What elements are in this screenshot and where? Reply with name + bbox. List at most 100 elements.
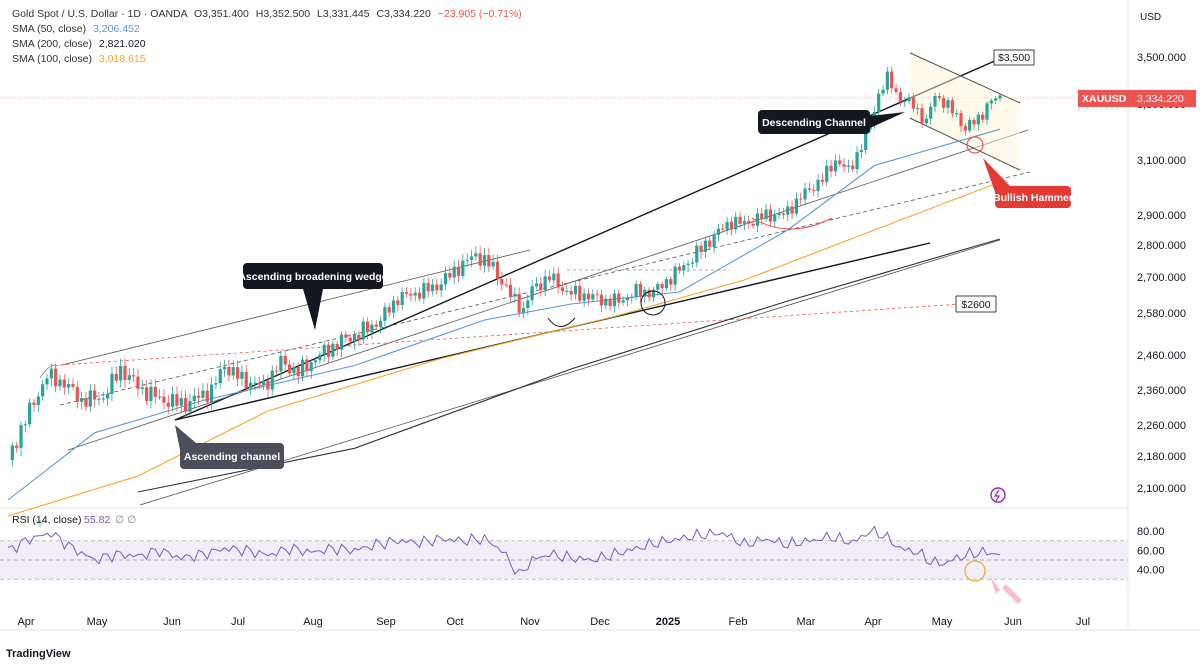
ascending-channel-callout-text: Ascending channel [184, 451, 280, 463]
candle-body [283, 355, 287, 365]
candle-body [976, 114, 980, 125]
candle-body [968, 119, 972, 131]
candle-body [604, 298, 608, 306]
candle-body [881, 89, 885, 94]
candle-body [812, 189, 816, 192]
sma100-value: 3,018.615 [98, 53, 146, 65]
candle-body [777, 213, 781, 216]
candle-body [721, 228, 725, 230]
candle-body [725, 221, 729, 230]
candle-body [205, 390, 209, 403]
broadening-wedge-callout-pointer [303, 289, 323, 330]
descending-channel-fill [910, 53, 1020, 170]
candle-body [45, 378, 49, 385]
candle-body [539, 283, 543, 291]
candle-body [339, 334, 344, 350]
sma50-legend[interactable]: SMA (50, close) 3,206.452 [12, 23, 140, 35]
time-tick-label: Oct [446, 616, 463, 628]
candle-body [729, 221, 734, 230]
candle-body [582, 293, 586, 301]
candle-body [643, 289, 647, 297]
rsi-tick-label: 80.00 [1137, 526, 1165, 538]
candle-body [10, 445, 14, 460]
candle-body [84, 398, 88, 407]
candle-body [62, 379, 66, 388]
candle-body [54, 368, 58, 387]
candle-body [859, 149, 863, 153]
price-tick-label: 2,180.000 [1137, 451, 1186, 463]
candle-body [322, 344, 326, 355]
candle-body [898, 91, 902, 102]
candle-body [153, 386, 157, 397]
candle-body [625, 297, 630, 301]
candle-body [526, 300, 530, 309]
pattern-lines [0, 52, 1128, 506]
candle-body [838, 160, 842, 165]
candle-body [799, 198, 803, 200]
sma100-legend[interactable]: SMA (100, close) 3,018.615 [12, 53, 146, 65]
change-value: −23.905 (−0.71%) [437, 8, 522, 20]
candle-body [274, 370, 279, 372]
candle-body [201, 390, 205, 398]
candle-body [235, 367, 240, 379]
open-value: O3,351.400 [193, 8, 249, 20]
candle-body [443, 273, 448, 285]
candle-body [391, 300, 396, 313]
candle-body [158, 396, 162, 398]
candle-body [162, 396, 166, 403]
candle-body [452, 266, 456, 278]
candle-body [383, 307, 387, 321]
high-value: H3,352.500 [255, 8, 311, 20]
sma100-label: SMA (100, close) [12, 53, 92, 65]
candle-body [634, 283, 638, 298]
candle-body [93, 390, 97, 400]
level-3500-box: $3,500 [993, 49, 1035, 66]
candle-body [188, 401, 192, 412]
tradingview-logo[interactable]: TradingView [6, 648, 71, 660]
rsi-tick-label: 40.00 [1137, 565, 1165, 577]
candle-body [530, 286, 534, 301]
sma200-legend[interactable]: SMA (200, close) 2,821.020 [12, 38, 146, 50]
candle-body [677, 266, 682, 271]
time-tick-label: May [87, 616, 108, 628]
candle-body [28, 402, 32, 425]
candle-body [825, 165, 829, 182]
candle-body [552, 273, 556, 281]
time-tick-label: Jul [231, 616, 245, 628]
candle-body [695, 245, 699, 263]
candle-body [266, 380, 270, 390]
candle-body [171, 394, 175, 407]
broadening-wedge-callout: Ascending broadening wedge [238, 263, 388, 330]
candle-body [222, 366, 227, 370]
candle-body [132, 375, 136, 377]
price-tick-label: 2,460.000 [1137, 350, 1186, 362]
candle-body [240, 371, 244, 379]
candle-body [318, 354, 322, 361]
close-value: C3,334.220 [376, 8, 431, 20]
candle-body [829, 165, 833, 172]
candle-body [820, 179, 824, 182]
ascending-channel-callout: Ascending channel [175, 425, 284, 469]
candle-body [534, 283, 539, 287]
candle-body [253, 382, 257, 384]
candle-body [786, 206, 790, 215]
channel-line-upper [67, 129, 1029, 451]
candle-body [101, 398, 105, 400]
candle-body [361, 321, 365, 340]
candle-body [197, 395, 201, 398]
candle-body [75, 386, 79, 402]
descending-channel-callout-pointer [870, 112, 905, 128]
candle-body [413, 292, 417, 296]
candle-body [937, 96, 941, 99]
candle-body [586, 293, 591, 300]
candle-body [23, 424, 27, 426]
price-tag-symbol: XAUUSD [1082, 93, 1127, 105]
candle-body [851, 165, 855, 170]
candle-body [474, 253, 478, 257]
candle-body [231, 367, 235, 376]
candle-body [495, 261, 500, 279]
candle-body [487, 255, 491, 267]
candle-body [864, 129, 868, 150]
candle-body [175, 394, 179, 406]
